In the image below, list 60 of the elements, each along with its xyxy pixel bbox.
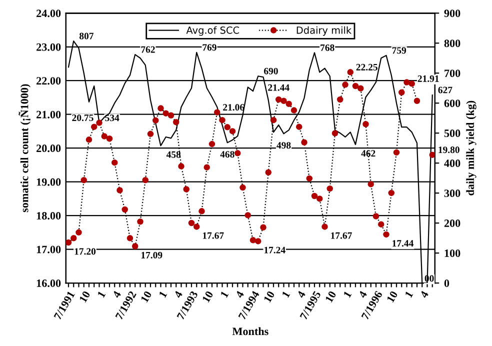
x-axis-title: Months [232,327,268,336]
y2-tick-label: 700 [444,70,460,78]
data-label: 498 [276,142,291,149]
y-tick-label: 16.00 [36,279,61,288]
y2-tick-label: 300 [444,190,460,198]
x-tick-label: 10 [264,290,275,303]
data-label: 468 [220,151,234,158]
y2-tick-label: 800 [444,40,460,48]
data-label: 21.44 [268,84,290,91]
data-label: 458 [166,151,181,158]
y-tick-label: 18.00 [36,212,61,220]
data-label: 17.44 [392,240,414,247]
y-axis-title: somatic cell count (¡Ñ1000) [18,84,31,212]
y-tick-label: 19.00 [36,178,61,186]
y2-tick-label: 0 [444,279,450,287]
y-tick-label: 24.00 [36,10,61,18]
legend-label: Ddairy milk [296,26,352,36]
x-tick-label: 10 [79,290,90,303]
legend-label: Avg.of SCC [186,26,239,36]
y-tick-label: 17.00 [36,246,61,254]
x-tick-label: 10 [386,290,398,303]
data-label: 17.67 [202,232,224,239]
data-label: 807 [79,32,94,40]
y-tick-label: 21.00 [36,110,61,118]
data-label: 21.91 [418,75,439,82]
data-label: 20.75 [72,114,94,122]
y2-tick-label: 400 [444,160,460,168]
y-tick-label: 20.00 [36,144,61,152]
x-tick-label: 1 [158,290,168,298]
data-label: 17.09 [141,252,162,258]
data-label: 462 [361,150,376,157]
data-label: 759 [392,47,406,54]
x-tick-label: 10 [202,290,214,303]
y2-tick-label: 900 [444,10,460,18]
data-label: 17.24 [264,246,286,254]
data-label: 769 [202,44,216,51]
x-tick-label: 1 [220,290,229,298]
x-tick-label: 1 [343,290,352,298]
x-tick-label: 10 [140,290,152,303]
data-label: 22.25 [356,64,378,70]
data-label: 768 [320,44,334,51]
y-tick-label: 23.00 [36,43,61,51]
x-tick-label: 1 [97,290,106,298]
data-label: 762 [141,46,155,53]
data-label: 690 [264,68,278,74]
y2-tick-label: 500 [444,130,460,138]
x-tick-label: 10 [325,290,336,303]
y2-tick-label: 600 [444,100,460,108]
x-tick-label: 1 [282,290,290,298]
y-tick-label: 22.00 [36,77,61,85]
y2-tick-label: 200 [444,220,460,228]
data-label: 19.80 [438,146,460,154]
data-label: 534 [105,114,120,122]
data-label: 627 [438,86,452,94]
y2-tick-label: 100 [444,250,460,258]
x-tick-label: 1 [404,290,414,298]
data-label: 17.67 [331,232,352,239]
data-label: 17.20 [74,248,96,255]
y2-axis-title: daily milk yield (kg) [466,100,476,196]
x-tick-label: 4 [420,290,429,299]
